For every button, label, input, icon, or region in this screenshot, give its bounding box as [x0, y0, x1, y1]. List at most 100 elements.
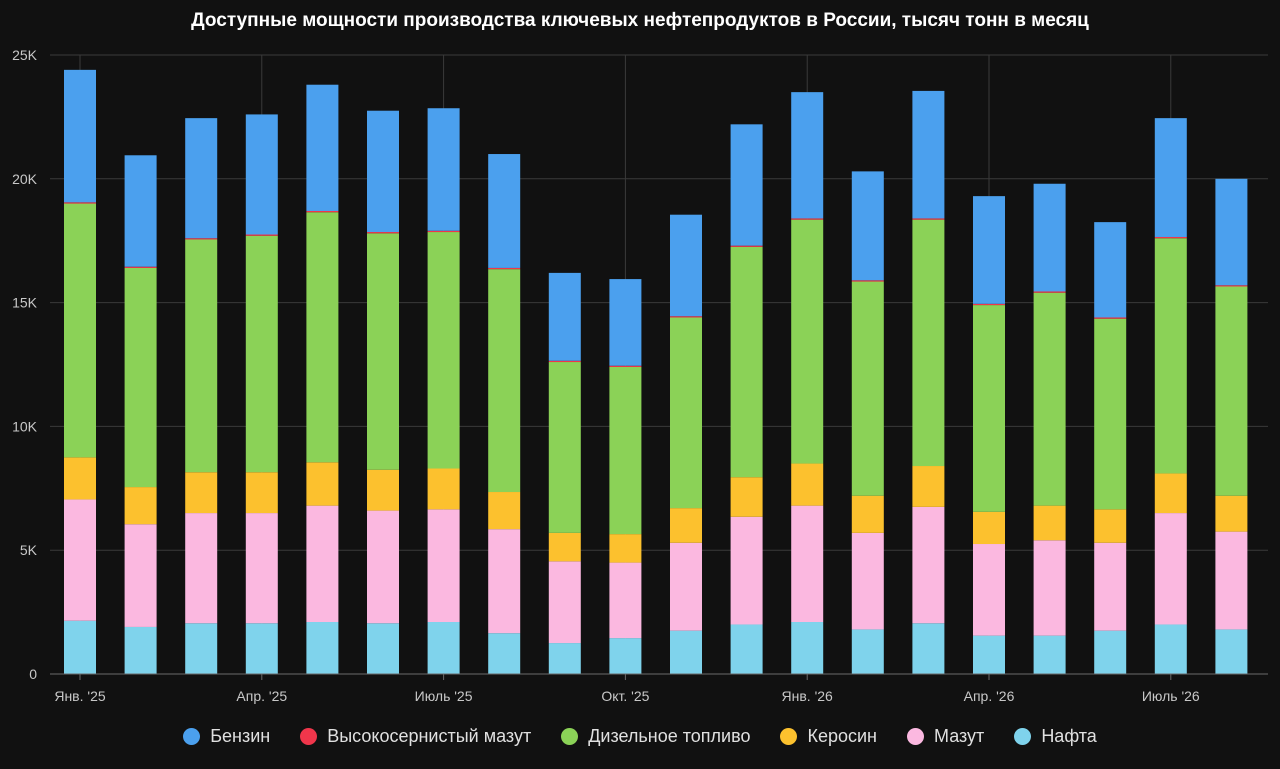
bar-segment[interactable] [548, 532, 581, 562]
bar-segment[interactable] [791, 218, 824, 220]
bar-segment[interactable] [367, 510, 399, 624]
legend-item[interactable]: Высокосернистый мазут [300, 726, 531, 747]
bar-segment[interactable] [670, 316, 702, 318]
bar-segment[interactable] [609, 279, 642, 366]
bar-segment[interactable] [1215, 629, 1248, 674]
bar-segment[interactable] [1033, 505, 1066, 541]
bar-segment[interactable] [791, 463, 824, 506]
bar-segment[interactable] [670, 630, 702, 674]
bar-segment[interactable] [548, 272, 581, 361]
bar-segment[interactable] [730, 477, 763, 517]
bar-segment[interactable] [670, 508, 702, 543]
bar-segment[interactable] [488, 529, 521, 634]
legend-item[interactable]: Мазут [907, 726, 984, 747]
bar-segment[interactable] [488, 492, 521, 530]
bar-segment[interactable] [427, 232, 460, 469]
bar-segment[interactable] [245, 472, 278, 514]
bar-segment[interactable] [851, 629, 884, 674]
bar-segment[interactable] [973, 303, 1005, 306]
bar-segment[interactable] [670, 317, 702, 509]
bar-segment[interactable] [367, 110, 399, 233]
bar-segment[interactable] [185, 623, 218, 674]
bar-segment[interactable] [851, 171, 884, 281]
bar-segment[interactable] [185, 513, 218, 624]
bar-segment[interactable] [973, 511, 1005, 545]
bar-segment[interactable] [64, 203, 96, 458]
bar-segment[interactable] [306, 622, 339, 674]
bar-segment[interactable] [730, 245, 763, 247]
bar-segment[interactable] [185, 472, 218, 514]
bar-segment[interactable] [912, 219, 945, 467]
bar-segment[interactable] [548, 362, 581, 533]
legend-item[interactable]: Нафта [1014, 726, 1097, 747]
bar-segment[interactable] [973, 635, 1005, 674]
bar-segment[interactable] [1154, 236, 1187, 239]
bar-segment[interactable] [245, 235, 278, 473]
bar-segment[interactable] [306, 210, 339, 213]
bar-segment[interactable] [245, 513, 278, 624]
bar-segment[interactable] [427, 622, 460, 674]
bar-segment[interactable] [1033, 291, 1066, 293]
bar-segment[interactable] [367, 469, 399, 511]
bar-segment[interactable] [912, 623, 945, 674]
bar-segment[interactable] [427, 468, 460, 510]
bar-segment[interactable] [185, 118, 218, 239]
bar-segment[interactable] [1033, 540, 1066, 636]
bar-segment[interactable] [367, 623, 399, 674]
bar-segment[interactable] [124, 524, 157, 627]
bar-segment[interactable] [1033, 292, 1066, 506]
bar-segment[interactable] [730, 516, 763, 625]
bar-segment[interactable] [851, 280, 884, 282]
bar-segment[interactable] [367, 233, 399, 470]
bar-segment[interactable] [851, 532, 884, 630]
bar-segment[interactable] [730, 624, 763, 674]
bar-segment[interactable] [851, 495, 884, 533]
bar-segment[interactable] [488, 633, 521, 674]
bar-segment[interactable] [245, 114, 278, 235]
bar-segment[interactable] [1215, 531, 1248, 630]
legend-item[interactable]: Бензин [183, 726, 270, 747]
bar-segment[interactable] [1154, 624, 1187, 674]
bar-segment[interactable] [973, 196, 1005, 304]
bar-segment[interactable] [124, 626, 157, 674]
bar-segment[interactable] [609, 366, 642, 535]
legend-item[interactable]: Дизельное топливо [561, 726, 750, 747]
bar-segment[interactable] [124, 266, 157, 268]
bar-segment[interactable] [306, 505, 339, 623]
bar-segment[interactable] [245, 234, 278, 236]
legend-item[interactable]: Керосин [780, 726, 877, 747]
bar-segment[interactable] [488, 269, 521, 493]
bar-segment[interactable] [124, 267, 157, 488]
bar-segment[interactable] [670, 214, 702, 317]
bar-segment[interactable] [1215, 286, 1248, 496]
bar-segment[interactable] [1215, 285, 1248, 287]
bar-segment[interactable] [64, 202, 96, 204]
bar-segment[interactable] [1215, 178, 1248, 286]
bar-segment[interactable] [973, 305, 1005, 512]
bar-segment[interactable] [730, 246, 763, 478]
bar-segment[interactable] [548, 360, 581, 363]
bar-segment[interactable] [1154, 118, 1187, 237]
bar-segment[interactable] [64, 457, 96, 500]
bar-segment[interactable] [548, 561, 581, 644]
bar-segment[interactable] [185, 238, 218, 240]
bar-segment[interactable] [1094, 542, 1127, 631]
bar-segment[interactable] [306, 212, 339, 463]
bar-segment[interactable] [1094, 318, 1127, 510]
bar-segment[interactable] [670, 542, 702, 631]
bar-segment[interactable] [1154, 238, 1187, 474]
bar-segment[interactable] [1215, 495, 1248, 532]
bar-segment[interactable] [1094, 222, 1127, 318]
bar-segment[interactable] [609, 534, 642, 563]
bar-segment[interactable] [1154, 513, 1187, 625]
bar-segment[interactable] [124, 487, 157, 525]
bar-segment[interactable] [548, 643, 581, 674]
bar-segment[interactable] [64, 499, 96, 621]
bar-segment[interactable] [912, 506, 945, 624]
bar-segment[interactable] [245, 623, 278, 674]
bar-segment[interactable] [1094, 630, 1127, 674]
bar-segment[interactable] [1154, 473, 1187, 514]
bar-segment[interactable] [912, 90, 945, 219]
bar-segment[interactable] [973, 544, 1005, 636]
bar-segment[interactable] [1033, 635, 1066, 674]
